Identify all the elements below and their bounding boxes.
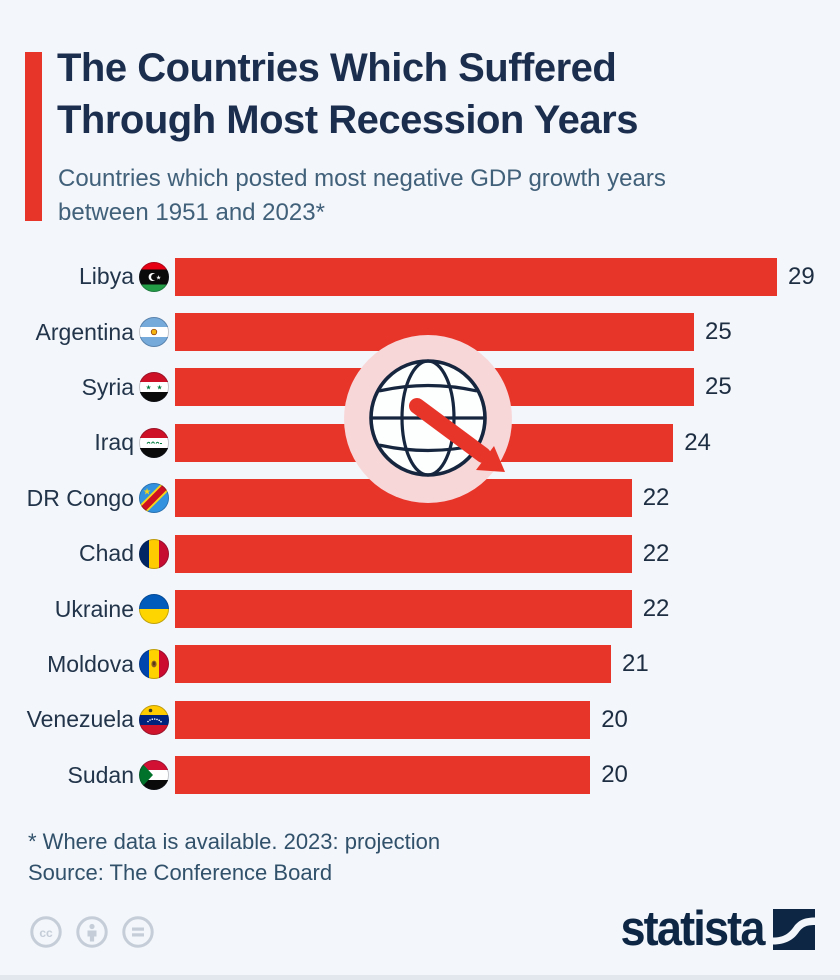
red-accent-bar xyxy=(25,52,42,221)
table-row: Ukraine 22 xyxy=(24,581,824,636)
syria-flag-icon: ★ ★ xyxy=(139,372,169,403)
recession-years-bar xyxy=(175,756,591,795)
table-row: Chad 22 xyxy=(24,526,824,581)
svg-text:★: ★ xyxy=(143,487,151,497)
country-label: Moldova xyxy=(47,650,134,677)
table-row: Argentina 25 xyxy=(24,304,824,359)
table-row: Iraq 24 xyxy=(24,415,824,470)
moldova-flag-icon xyxy=(139,649,169,680)
libya-flag-icon: ★ xyxy=(139,261,169,292)
bar-value-label: 24 xyxy=(684,428,711,456)
table-row: Moldova 21 xyxy=(24,637,824,692)
bar-value-label: 25 xyxy=(705,373,732,401)
page-title: The Countries Which Suffered Through Mos… xyxy=(57,42,638,146)
recession-years-bar xyxy=(175,590,632,629)
recession-years-bar xyxy=(175,534,632,573)
drcongo-flag-icon: ★ xyxy=(139,483,169,514)
footnote: * Where data is available. 2023: project… xyxy=(28,826,440,888)
table-row: Libya ★ 29 xyxy=(24,249,824,304)
license-icons[interactable]: cc xyxy=(30,916,154,948)
svg-text:★: ★ xyxy=(157,385,163,392)
table-row: Syria ★ ★ 25 xyxy=(24,360,824,415)
ukraine-flag-icon xyxy=(139,594,169,625)
bar-value-label: 20 xyxy=(601,705,628,733)
table-row: Sudan 20 xyxy=(24,748,824,803)
recession-years-bar xyxy=(175,700,591,739)
country-label: Venezuela xyxy=(26,706,134,733)
recession-years-bar xyxy=(175,423,674,462)
iraq-flag-icon xyxy=(139,427,169,458)
recession-years-bar xyxy=(175,313,694,352)
bar-value-label: 20 xyxy=(601,761,628,789)
recession-years-bar xyxy=(175,257,777,296)
bar-value-label: 21 xyxy=(622,650,649,678)
venezuela-flag-icon xyxy=(139,704,169,735)
svg-text:cc: cc xyxy=(39,926,53,940)
attribution-person-icon[interactable] xyxy=(76,916,108,948)
recession-years-bar xyxy=(175,368,694,407)
table-row: DR Congo ★ 22 xyxy=(24,471,824,526)
statista-wordmark: statista xyxy=(620,902,766,956)
recession-years-bar xyxy=(175,479,632,518)
cc-license-icon[interactable]: cc xyxy=(30,916,62,948)
bar-value-label: 25 xyxy=(705,318,732,346)
source-line: Source: The Conference Board xyxy=(28,860,333,885)
country-label: Syria xyxy=(81,373,134,400)
svg-text:★: ★ xyxy=(156,274,161,281)
footnote-line: * Where data is available. 2023: project… xyxy=(28,829,441,854)
bottom-edge-strip xyxy=(0,975,840,980)
argentina-flag-icon xyxy=(139,317,169,348)
page-subtitle: Countries which posted most negative GDP… xyxy=(58,162,666,230)
sudan-flag-icon xyxy=(139,760,169,791)
subtitle-line-1: Countries which posted most negative GDP… xyxy=(58,165,666,192)
bar-value-label: 22 xyxy=(642,595,670,623)
bar-value-label: 22 xyxy=(642,484,670,512)
statista-logo-icon xyxy=(773,908,815,950)
title-line-2: Through Most Recession Years xyxy=(57,98,638,142)
subtitle-line-2: between 1951 and 2023* xyxy=(58,199,325,226)
svg-text:★: ★ xyxy=(146,385,152,392)
country-label: Ukraine xyxy=(54,595,134,622)
bar-value-label: 22 xyxy=(642,539,670,567)
bar-chart: Libya ★ 29 Argentina 25 Syria ★ ★ 25 Iraq 24… xyxy=(24,249,824,803)
country-label: Argentina xyxy=(35,318,134,345)
title-line-1: The Countries Which Suffered xyxy=(57,46,617,90)
country-label: Chad xyxy=(79,540,134,567)
bar-value-label: 29 xyxy=(788,262,815,290)
table-row: Venezuela 20 xyxy=(24,692,824,747)
country-label: DR Congo xyxy=(26,484,134,511)
chad-flag-icon xyxy=(139,538,169,569)
country-label: Iraq xyxy=(94,429,134,456)
statista-logo[interactable]: statista xyxy=(608,902,815,956)
recession-years-bar xyxy=(175,645,611,684)
country-label: Libya xyxy=(79,263,134,290)
equals-license-icon[interactable] xyxy=(122,916,154,948)
country-label: Sudan xyxy=(67,761,134,788)
